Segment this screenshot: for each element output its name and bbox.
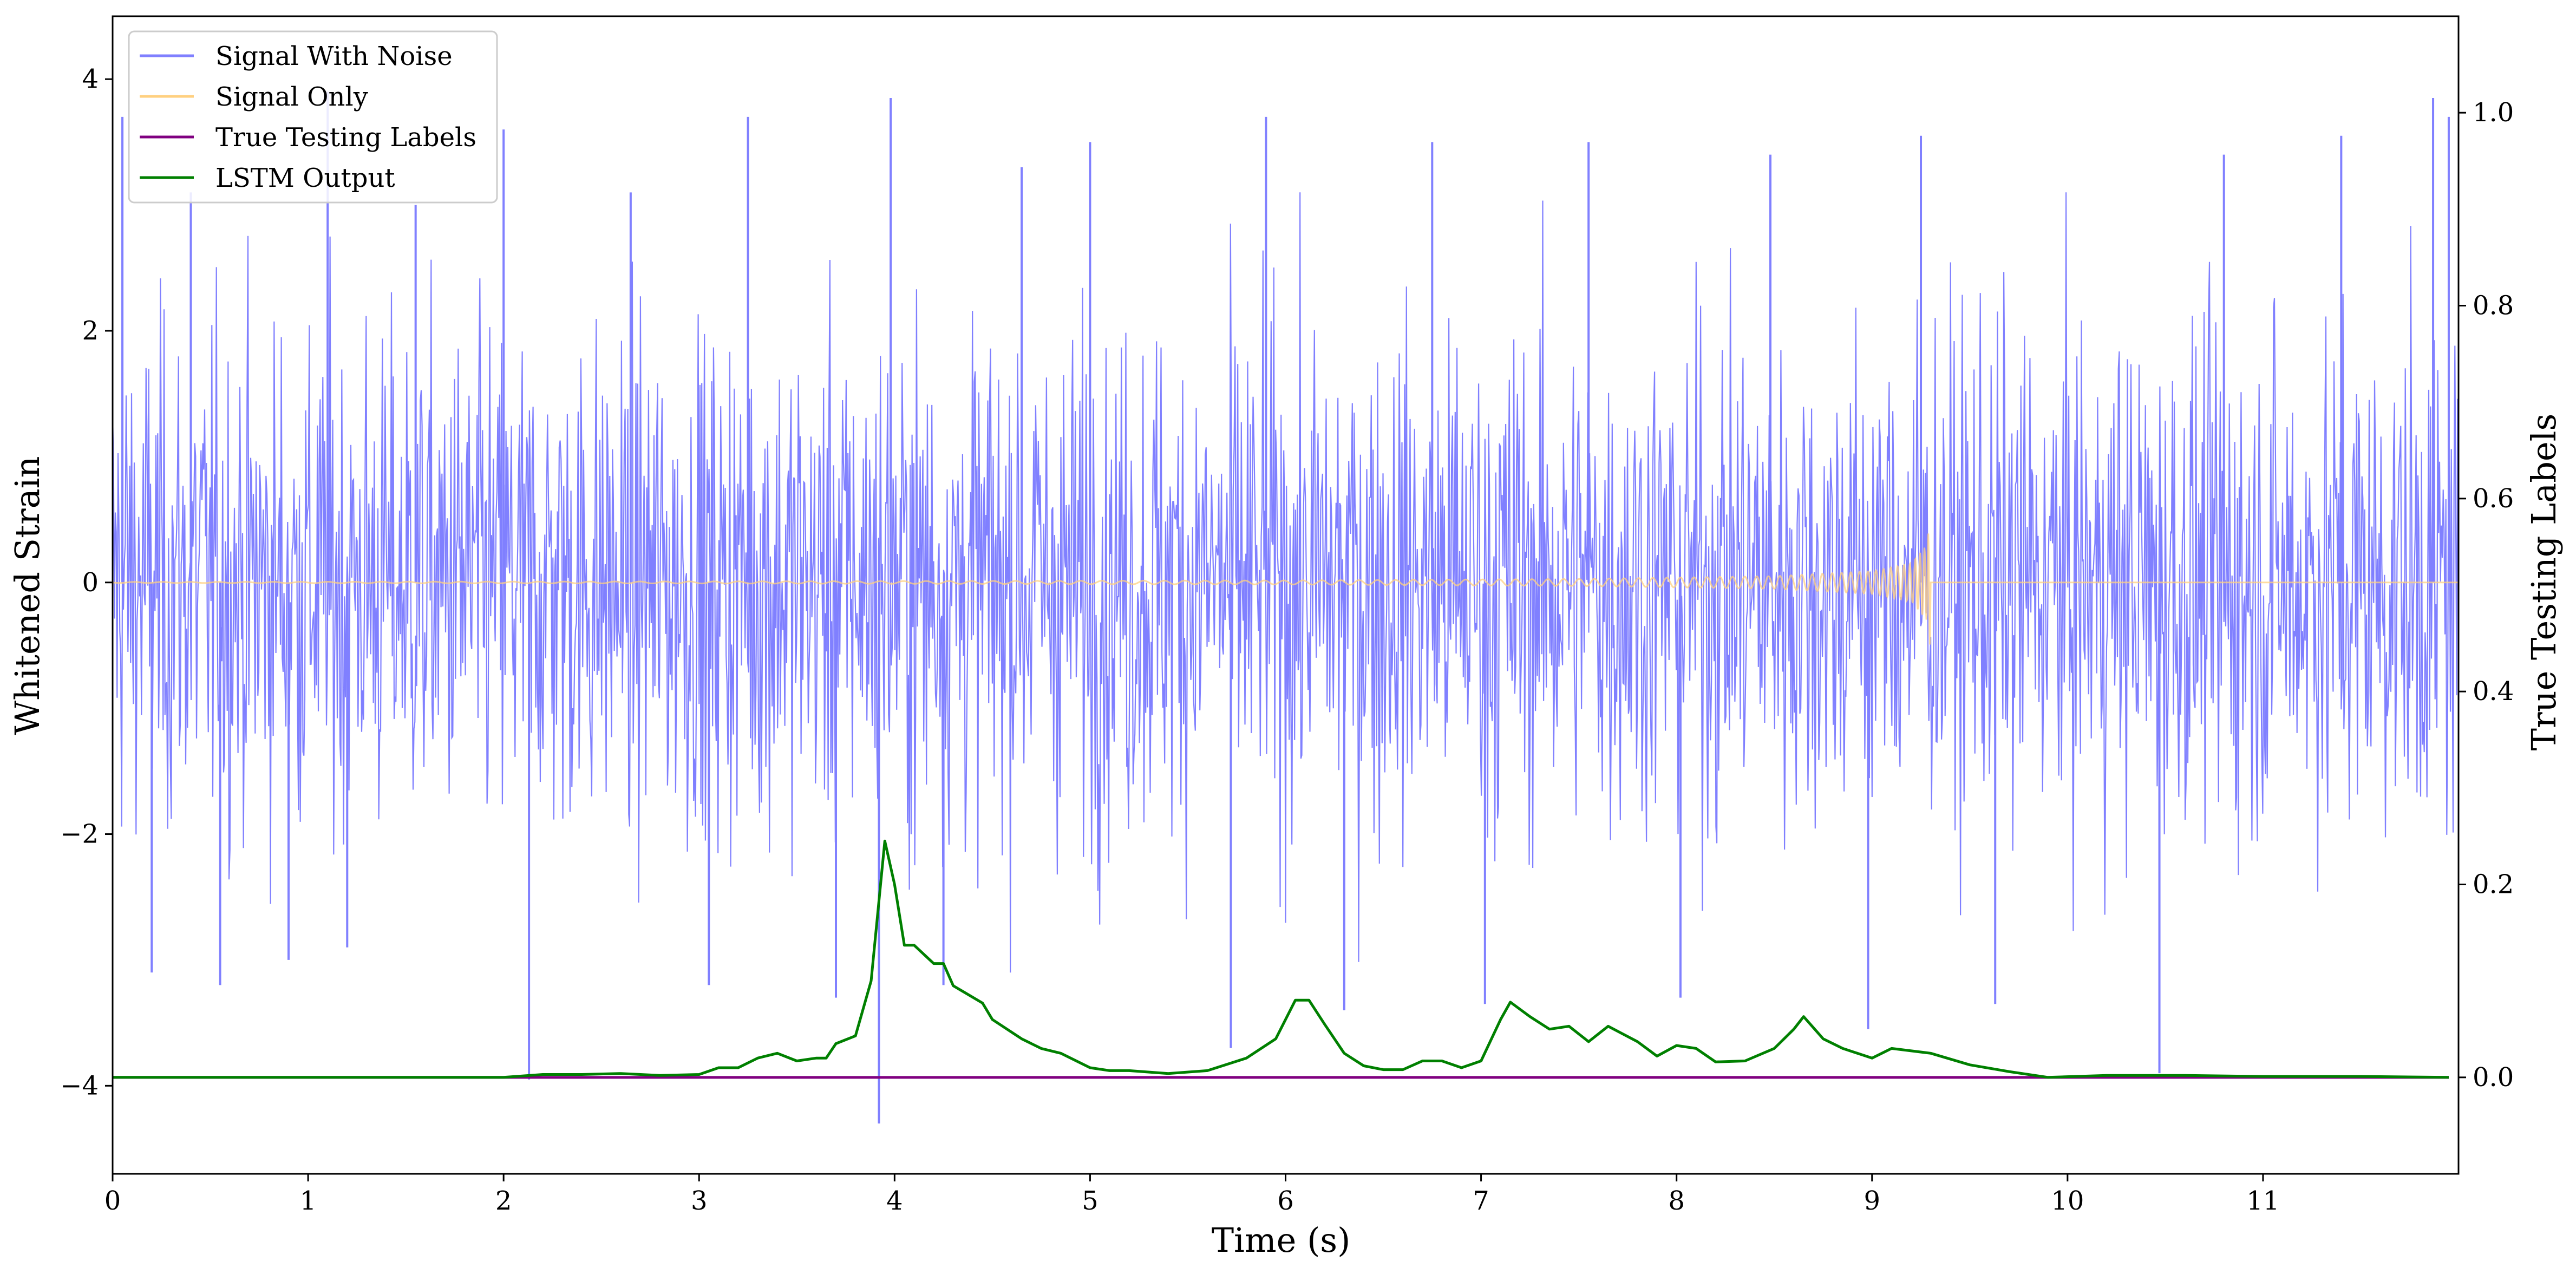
signal-with-noise-series	[113, 92, 2459, 1124]
x-tick-label: 9	[1864, 1186, 1880, 1216]
x-axis: 0 1 2 3 4 5 6 7 8 9 10 11	[104, 1174, 2279, 1216]
x-tick-label: 1	[300, 1186, 317, 1216]
y-axis-left: 4 2 0 −2 −4	[60, 64, 113, 1101]
y-tick-label: 2	[82, 316, 99, 346]
signal-only-line	[113, 533, 2459, 645]
legend-box	[128, 30, 498, 204]
x-tick-label: 2	[495, 1186, 512, 1216]
x-tick-label: 5	[1082, 1186, 1099, 1216]
y2-axis-label: True Testing Labels	[2524, 414, 2564, 751]
lstm-output-line	[113, 839, 2449, 1079]
legend-label-lstm-output: LSTM Output	[215, 163, 395, 193]
x-tick-label: 3	[691, 1186, 708, 1216]
y2-tick-label: 0.6	[2473, 484, 2514, 514]
y-axis-label: Whitened Strain	[8, 456, 47, 735]
y2-tick-label: 0.8	[2473, 291, 2514, 321]
x-tick-label: 8	[1668, 1186, 1685, 1216]
legend-label-signal-only: Signal Only	[215, 82, 368, 112]
y-tick-label: 4	[82, 64, 99, 94]
x-tick-label: 4	[886, 1186, 903, 1216]
legend: Signal With Noise Signal Only True Testi…	[128, 30, 498, 204]
x-tick-label: 7	[1473, 1186, 1489, 1216]
legend-label-signal-with-noise: Signal With Noise	[215, 41, 453, 71]
plot-area	[113, 92, 2459, 1124]
y-axis-right: 0.0 0.2 0.4 0.6 0.8 1.0	[2459, 97, 2514, 1093]
y-tick-label: −2	[60, 819, 99, 850]
x-tick-label: 10	[2051, 1186, 2084, 1216]
x-tick-label: 0	[104, 1186, 121, 1216]
x-tick-label: 11	[2246, 1186, 2279, 1216]
lstm-output-series	[113, 839, 2449, 1079]
y-tick-label: −4	[60, 1070, 99, 1101]
y2-tick-label: 0.0	[2473, 1062, 2514, 1093]
y2-tick-label: 0.2	[2473, 870, 2514, 900]
signal-only-series	[113, 533, 2459, 645]
legend-label-true-testing-labels: True Testing Labels	[215, 122, 476, 153]
x-tick-label: 6	[1277, 1186, 1294, 1216]
y-tick-label: 0	[82, 567, 99, 598]
x-axis-label: Time (s)	[1212, 1220, 1351, 1260]
y2-tick-label: 0.4	[2473, 676, 2514, 707]
y2-tick-label: 1.0	[2473, 97, 2514, 128]
